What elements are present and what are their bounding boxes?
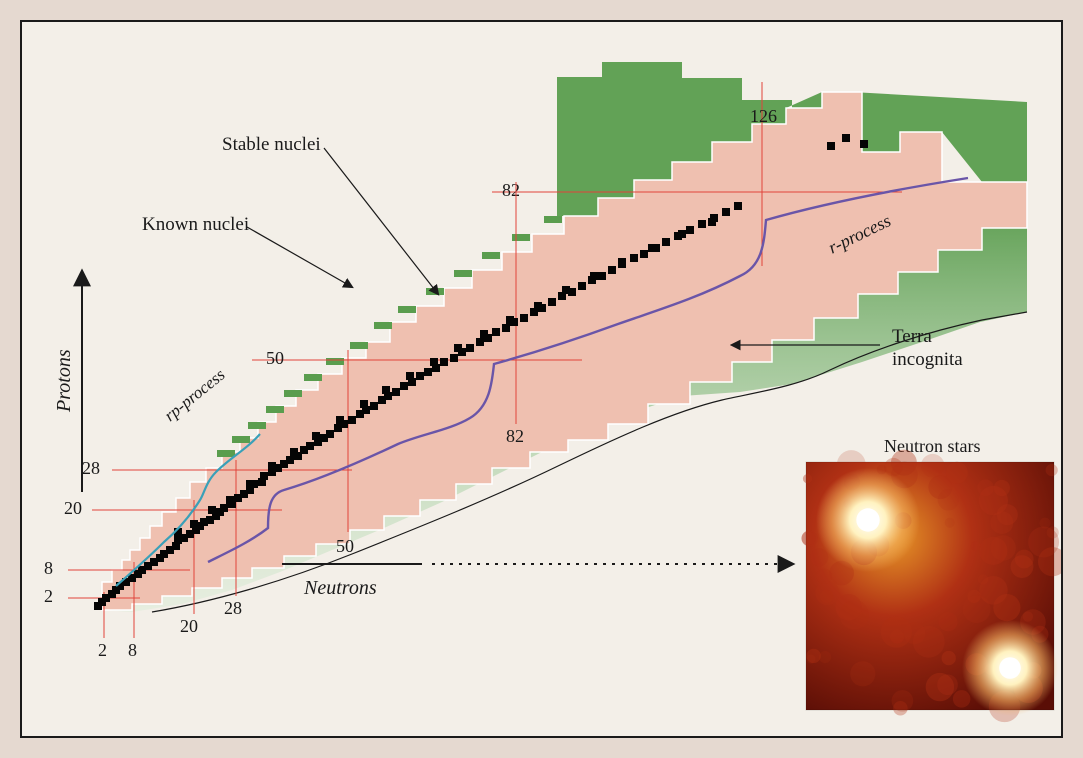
svg-text:incognita: incognita bbox=[892, 349, 963, 370]
neutron-magic-28: 28 bbox=[224, 598, 242, 618]
rp-process-label: rp-process bbox=[161, 365, 229, 425]
chart-frame: 28202850822820285082126rp-processr-proce… bbox=[20, 20, 1063, 738]
proton-magic-28: 28 bbox=[82, 458, 100, 478]
proton-magic-8: 8 bbox=[44, 558, 53, 578]
neutron-magic-8: 8 bbox=[128, 640, 137, 660]
neutron-stars-image bbox=[801, 450, 1061, 722]
neutron-magic-20: 20 bbox=[180, 616, 198, 636]
x-axis-label: Neutrons bbox=[303, 577, 377, 599]
terra-incognita-label: Terra bbox=[892, 326, 932, 347]
neutron-magic-126: 126 bbox=[750, 106, 777, 126]
proton-magic-82: 82 bbox=[502, 180, 520, 200]
stable-nuclei-label: Stable nuclei bbox=[222, 134, 321, 155]
known-nuclei-label: Known nuclei bbox=[142, 214, 249, 235]
proton-magic-50: 50 bbox=[266, 348, 284, 368]
proton-magic-2: 2 bbox=[44, 586, 53, 606]
nuclide-chart: 28202850822820285082126rp-processr-proce… bbox=[22, 22, 1061, 736]
neutron-magic-50: 50 bbox=[336, 536, 354, 556]
neutron-magic-2: 2 bbox=[98, 640, 107, 660]
y-axis-label: Protons bbox=[53, 349, 75, 413]
proton-magic-20: 20 bbox=[64, 498, 82, 518]
neutron-magic-82: 82 bbox=[506, 426, 524, 446]
